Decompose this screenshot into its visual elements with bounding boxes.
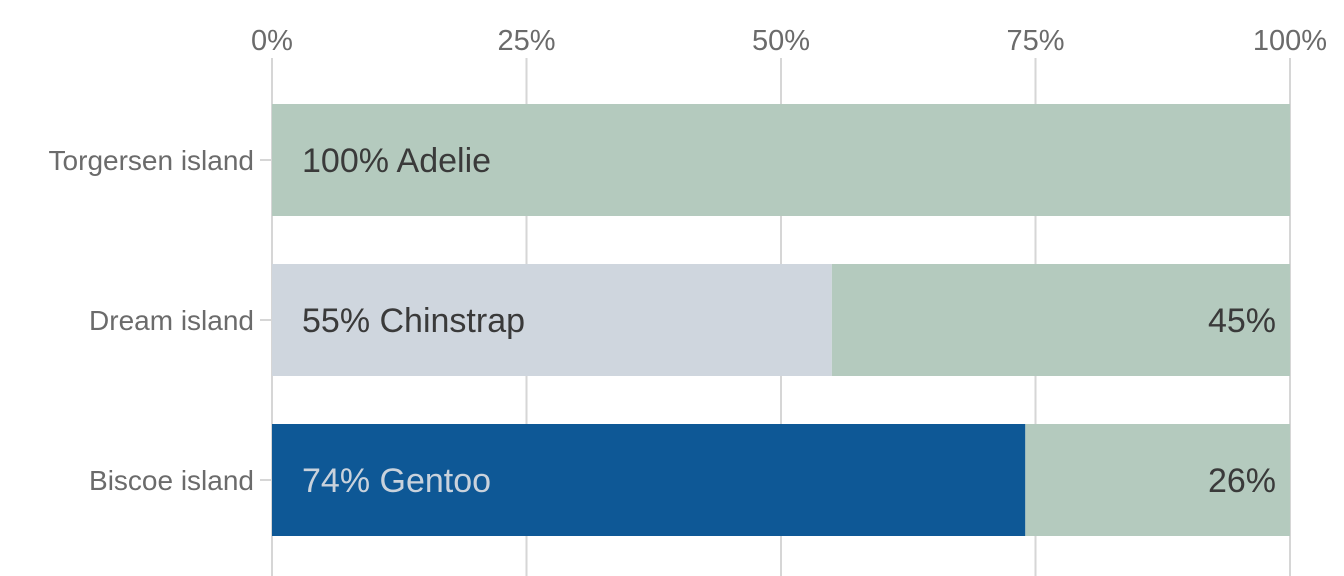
bar-segment [272, 264, 832, 376]
bar-data-label: 74% Gentoo [302, 462, 491, 500]
x-tick-label: 50% [752, 25, 810, 57]
bar-data-label: 26% [1208, 462, 1276, 500]
x-tick-label: 100% [1253, 25, 1327, 57]
category-label: Biscoe island [89, 465, 254, 496]
bar-segment [272, 104, 1290, 216]
bar-data-label: 55% Chinstrap [302, 302, 525, 340]
bar-data-label: 45% [1208, 302, 1276, 340]
bar-data-label: 100% Adelie [302, 142, 491, 180]
bar-segment [1025, 424, 1290, 536]
x-tick-label: 25% [497, 25, 555, 57]
category-label: Torgersen island [49, 145, 254, 176]
bar-segment [831, 264, 1290, 376]
x-tick-label: 75% [1006, 25, 1064, 57]
x-axis: 0% 25% 50% 75% 100% [251, 25, 1327, 57]
x-tick-label: 0% [251, 25, 293, 57]
y-axis: Torgersen island Dream island Biscoe islan… [49, 145, 272, 496]
bars: 100% Adelie 55% Chinstrap 45% 74% Gentoo 26% [272, 104, 1290, 536]
bar-segment [272, 424, 1026, 536]
category-label: Dream island [89, 305, 254, 336]
